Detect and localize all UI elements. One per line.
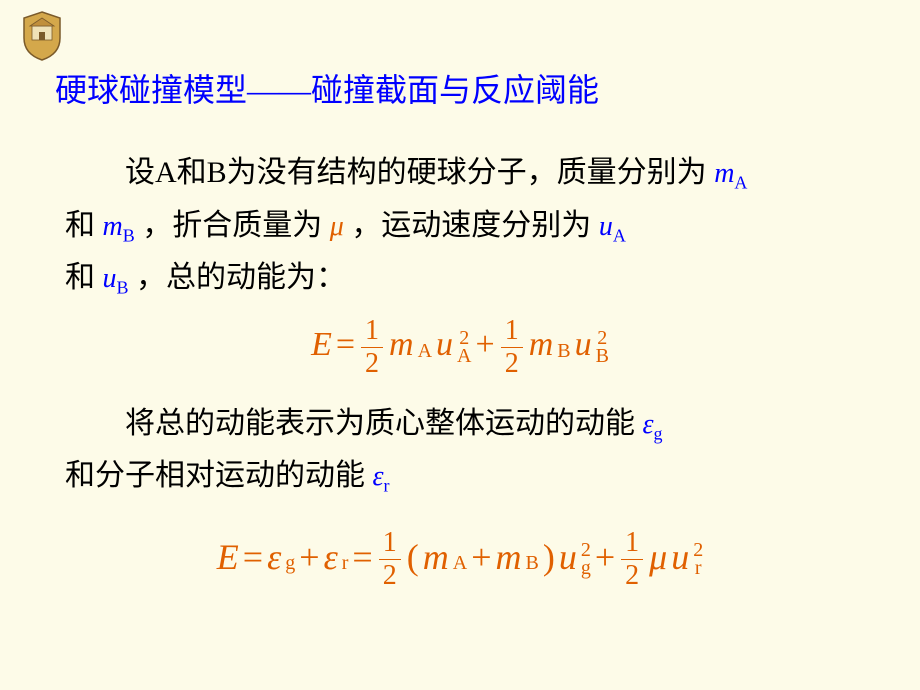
slide-content: 硬球碰撞模型——碰撞截面与反应阈能 设A和B为没有结构的硬球分子，质量分别为 m… [55,65,865,610]
symbol-eg: εg [643,409,663,440]
symbol-uB: uB [103,263,129,294]
p1-t5: 和 [65,261,103,294]
university-emblem-icon [20,10,64,62]
equation-2: E = εg + εr = 12 ( mA + mB ) u2g + 12 μ … [55,527,865,588]
paragraph-1: 设A和B为没有结构的硬球分子，质量分别为 mA 和 mB ，折合质量为 μ ，运… [65,147,865,305]
p1-t4: ，运动速度分别为 [344,209,599,242]
p1-t1: 设A和B为没有结构的硬球分子，质量分别为 [125,156,714,189]
symbol-mB: mB [103,211,135,242]
paragraph-2: 将总的动能表示为质心整体运动的动能 εg 和分子相对运动的动能 εr [65,398,865,503]
symbol-mA: mA [714,158,747,189]
p1-t6: ，总的动能为： [129,261,347,294]
slide-title: 硬球碰撞模型——碰撞截面与反应阈能 [55,65,865,111]
p1-t2: 和 [65,209,103,242]
symbol-er: εr [373,461,390,492]
equation-1: E = 12 mA u2A + 12 mB u2B [55,315,865,376]
p1-t3: ，折合质量为 [135,209,330,242]
p2-t1: 将总的动能表示为质心整体运动的动能 [125,407,643,440]
symbol-uA: uA [599,211,626,242]
symbol-mu: μ [330,211,344,242]
p2-t2: 和分子相对运动的动能 [65,459,373,492]
